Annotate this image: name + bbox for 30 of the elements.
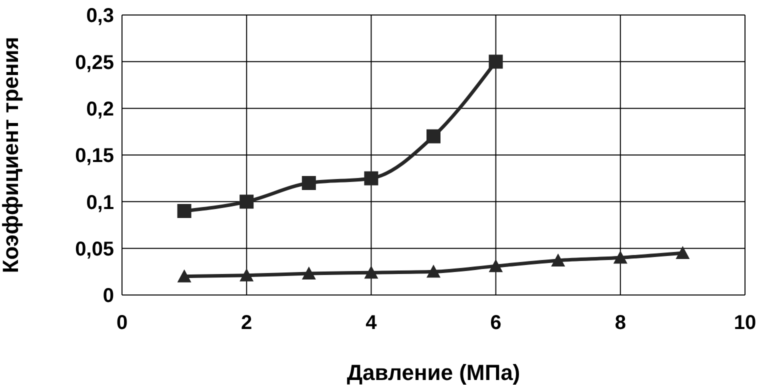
x-tick-label: 0 bbox=[116, 312, 128, 334]
point bbox=[613, 250, 628, 264]
x-tick-label: 4 bbox=[366, 312, 378, 334]
y-tick-label: 0,2 bbox=[86, 98, 114, 120]
point bbox=[551, 253, 566, 266]
x-tick-label: 2 bbox=[241, 312, 252, 334]
point bbox=[240, 194, 254, 209]
point bbox=[240, 268, 254, 282]
point bbox=[676, 246, 690, 259]
point bbox=[302, 266, 316, 280]
point bbox=[488, 259, 503, 272]
point bbox=[488, 54, 503, 69]
point bbox=[364, 171, 378, 186]
y-tick-label: 0,1 bbox=[86, 192, 114, 214]
y-tick-label: 0,05 bbox=[75, 238, 114, 260]
x-tick-label: 6 bbox=[490, 312, 502, 334]
x-axis-title: Давление (МПа) bbox=[346, 360, 520, 385]
point bbox=[302, 176, 316, 190]
point bbox=[177, 204, 192, 218]
y-tick-label: 0,15 bbox=[75, 145, 114, 168]
x-tick-label: 10 bbox=[734, 312, 756, 334]
point bbox=[426, 129, 440, 144]
y-tick-label: 0,25 bbox=[75, 52, 114, 74]
x-tick-label: 8 bbox=[614, 312, 626, 334]
y-tick-label: 0 bbox=[102, 285, 114, 308]
y-axis-title: Коэффициент трения bbox=[0, 36, 23, 274]
point bbox=[177, 269, 192, 282]
y-tick-label: 0,3 bbox=[86, 5, 114, 28]
point bbox=[426, 264, 440, 278]
point bbox=[364, 266, 378, 279]
